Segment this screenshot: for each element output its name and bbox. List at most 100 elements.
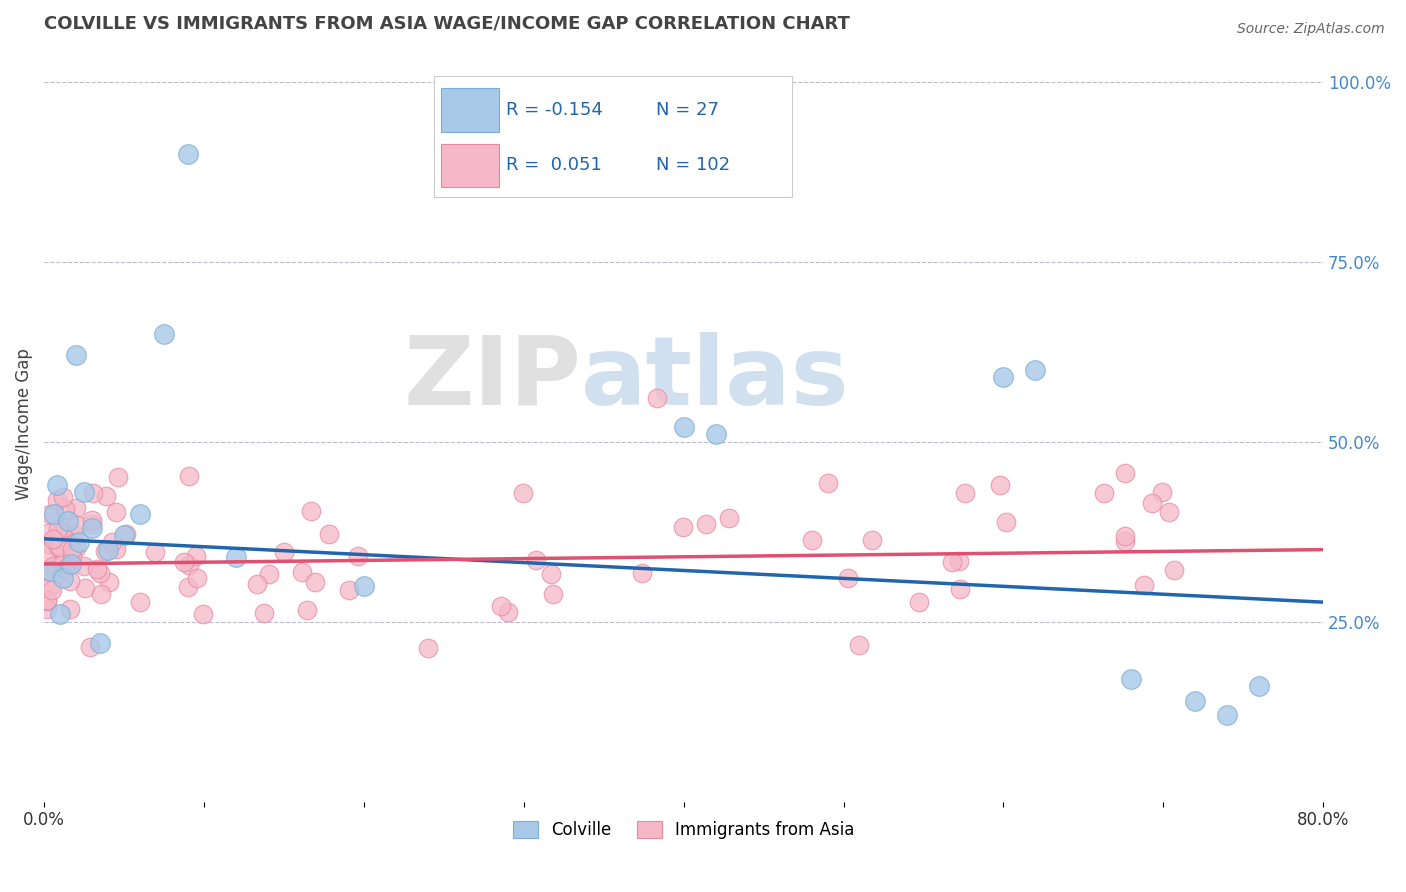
Point [37,594,59,608]
Legend: Colville, Immigrants from Asia: Colville, Immigrants from Asia [506,814,860,847]
Text: Source: ZipAtlas.com: Source: ZipAtlas.com [1237,22,1385,37]
Point [177,146,200,161]
Point [1114,534,1136,549]
Point [52,571,75,585]
Point [112,528,135,542]
Point [41,582,63,597]
Point [39,579,62,593]
Point [630,566,652,580]
Point [107,469,129,483]
Point [37,564,59,578]
Point [1157,505,1180,519]
Point [80,516,103,531]
Point [995,515,1018,529]
Point [37,602,59,616]
Point [97,542,120,557]
Point [860,533,883,547]
Point [988,478,1011,492]
Point [512,485,534,500]
Point [179,469,201,483]
Point [908,595,931,609]
Point [63,527,86,541]
Point [42,559,65,574]
Point [489,599,512,613]
Point [253,606,276,620]
Point [299,504,322,518]
Point [129,507,152,521]
Point [672,520,695,534]
Point [541,587,564,601]
Point [53,520,76,534]
Point [186,571,208,585]
Text: COLVILLE VS IMMIGRANTS FROM ASIA WAGE/INCOME GAP CORRELATION CHART: COLVILLE VS IMMIGRANTS FROM ASIA WAGE/IN… [44,15,851,33]
Point [42,532,65,546]
Point [73,581,96,595]
Point [645,391,668,405]
Point [540,567,562,582]
Point [86,561,108,575]
Point [37,545,59,559]
Point [66,518,89,533]
Point [39,564,62,578]
Point [46,540,69,554]
Point [347,549,370,563]
Point [59,602,82,616]
Point [949,582,972,596]
Point [498,605,520,619]
Point [42,507,65,521]
Point [1133,578,1156,592]
Point [38,537,60,551]
Text: atlas: atlas [581,332,851,425]
Point [225,549,247,564]
Point [672,420,695,434]
Point [1140,496,1163,510]
Point [186,549,208,564]
Point [89,636,111,650]
Point [65,501,87,516]
Point [90,587,112,601]
Point [60,557,83,571]
Point [257,566,280,581]
Point [62,549,84,564]
Point [718,511,741,525]
Point [55,534,77,549]
Point [245,577,267,591]
Point [104,505,127,519]
Point [153,326,176,341]
Point [416,641,439,656]
Point [96,489,118,503]
Point [56,514,79,528]
Point [45,478,67,492]
Point [65,348,87,362]
Point [37,525,59,540]
Point [129,595,152,609]
Point [948,554,970,568]
Point [46,522,69,536]
Point [89,566,111,581]
Point [273,544,295,558]
Point [339,582,361,597]
Point [704,427,727,442]
Point [67,535,90,549]
Point [1216,708,1239,723]
Point [1024,362,1046,376]
Point [59,574,82,589]
Point [49,540,72,554]
Point [1092,485,1115,500]
Point [173,555,195,569]
Point [1184,694,1206,708]
Point [353,579,375,593]
Point [177,580,200,594]
Text: ZIP: ZIP [404,332,581,425]
Point [318,527,340,541]
Point [953,486,976,500]
Point [143,544,166,558]
Point [49,607,72,622]
Point [1163,563,1185,577]
Point [62,542,84,557]
Point [941,555,963,569]
Point [94,544,117,558]
Point [1114,529,1136,543]
Point [65,541,87,555]
Point [177,558,200,572]
